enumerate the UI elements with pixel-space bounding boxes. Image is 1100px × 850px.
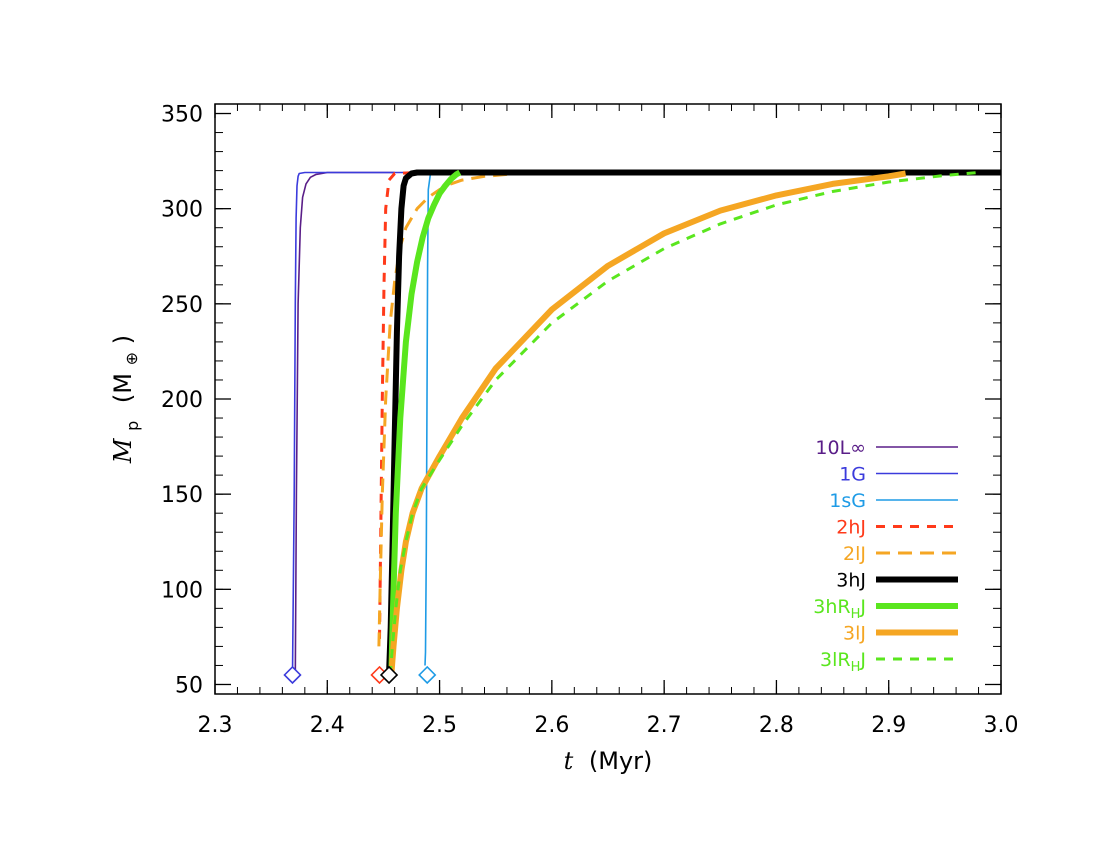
x-tick-label: 2.5 [422,713,457,738]
legend-label-tail: J [859,596,866,618]
legend-label-main: 3lJ [843,623,866,645]
legend-label-main: 3lR [820,649,851,671]
series-line-3lRHJ [388,171,979,676]
legend-label-main: 3hR [813,596,850,618]
legend-label-main: 1G [839,464,866,486]
x-tick-label: 2.8 [759,713,794,738]
legend-label-main: 3hJ [836,570,866,592]
y-tick-label: 350 [161,103,203,128]
y-tick-label: 50 [175,673,203,698]
legend-label-main: 2lJ [843,543,866,565]
y-axis-unit-open: (M [109,373,137,403]
legend-label-1sG: 1sG [829,490,866,512]
y-axis-var: M [109,437,137,464]
start-marker-3hJ [379,665,399,685]
legend-label-main: 1sG [829,490,866,512]
legend-label-3lRHJ: 3lRHJ [820,649,866,675]
legend-label-3lJ: 3lJ [843,623,866,645]
x-tick-label: 2.9 [871,713,906,738]
series-line-3hRHJ [388,169,462,676]
x-tick-label: 2.4 [310,713,345,738]
series-line-3hJ [386,169,1001,676]
y-axis-label: M p (M ⊕ ) [109,335,144,464]
y-axis-unit-symbol: ⊕ [122,352,141,365]
legend-label-1G: 1G [839,464,866,486]
x-axis-unit: (Myr) [589,747,653,775]
x-tick-label: 3.0 [984,713,1019,738]
legend-label-tail: J [859,649,866,671]
series-line-2hJ [378,171,440,639]
start-marker-1G [283,665,302,685]
legend-label-2lJ: 2lJ [843,543,866,565]
legend-label-main: 2hJ [836,517,866,539]
legend-label-sub: H [851,607,861,622]
legend-label-3hRHJ: 3hRHJ [813,596,866,622]
x-tick-label: 2.6 [534,713,569,738]
y-axis-sub: p [123,421,142,431]
y-tick-label: 150 [161,483,203,508]
y-axis-unit-close: ) [109,335,137,344]
legend-label-sub: H [851,660,861,675]
series-line-3lJ [388,170,907,676]
x-axis-label: t (Myr) [564,747,653,775]
x-tick-label: 2.7 [647,713,682,738]
series-line-1sG [424,172,432,666]
start-marker-1sG [418,665,437,685]
legend-label-3hJ: 3hJ [836,570,866,592]
series-line-2lJ [377,171,665,647]
series-layer [291,169,1001,676]
x-tick-label: 2.3 [198,713,233,738]
y-tick-label: 250 [161,293,203,318]
legend-label-main: 10L∞ [815,437,866,459]
series-line-1G [291,171,440,676]
marker-layer [283,665,437,685]
axis-layer: 2.3 2.4 2.5 2.6 2.7 2.8 2.9 3.0 50 100 150 200 250 30… [161,103,1019,738]
y-tick-label: 100 [161,578,203,603]
y-tick-label: 300 [161,198,203,223]
y-tick-label: 200 [161,388,203,413]
legend-label-2hJ: 2hJ [836,517,866,539]
x-axis-var: t [564,747,574,775]
legend-label-10L∞: 10L∞ [815,437,866,459]
